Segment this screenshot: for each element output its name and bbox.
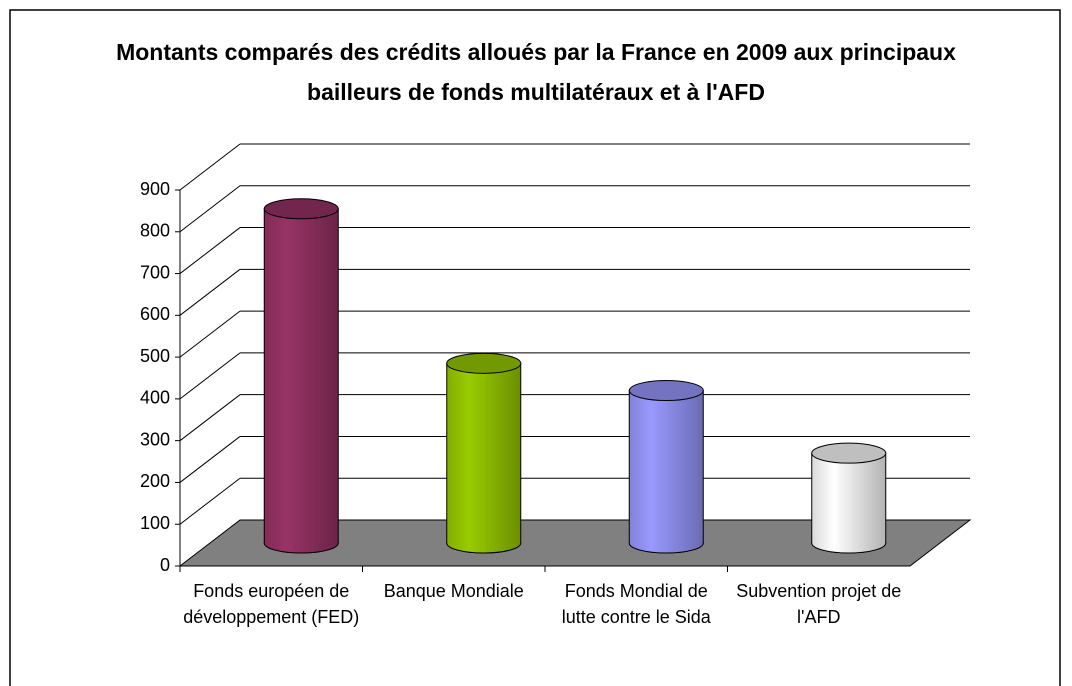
grid-line bbox=[179, 185, 241, 233]
grid-line bbox=[179, 268, 241, 316]
bar bbox=[628, 390, 704, 554]
y-tick-label: 500 bbox=[140, 346, 170, 366]
grid-line bbox=[179, 352, 241, 400]
x-tick-label: Fonds Mondial de lutte contre le Sida bbox=[561, 581, 711, 627]
y-tick-label: 800 bbox=[140, 221, 170, 241]
bar-top bbox=[446, 352, 522, 374]
x-tick-label: Fonds européen de développement (FED) bbox=[183, 581, 360, 627]
y-tick-label: 300 bbox=[140, 429, 170, 449]
x-tick-label: Subvention projet de l'AFD bbox=[736, 581, 902, 627]
y-tick-label: 200 bbox=[140, 471, 170, 491]
y-tick-label: 900 bbox=[140, 179, 170, 199]
chart-title: Montants comparés des crédits alloués pa… bbox=[116, 39, 956, 105]
bar-top bbox=[263, 198, 339, 220]
bar bbox=[811, 452, 887, 554]
grid-line bbox=[179, 143, 241, 191]
grid-line bbox=[179, 394, 241, 442]
bar bbox=[446, 362, 522, 554]
bar-top bbox=[628, 380, 704, 402]
bar bbox=[263, 208, 339, 554]
x-tick-label: Banque Mondiale bbox=[383, 581, 524, 601]
grid-line bbox=[179, 227, 241, 274]
y-tick-label: 700 bbox=[140, 262, 170, 282]
y-tick-label: 600 bbox=[140, 304, 170, 324]
y-tick-label: 0 bbox=[160, 555, 170, 575]
bar-top bbox=[811, 442, 887, 464]
grid-line bbox=[179, 436, 241, 483]
grid-line bbox=[179, 477, 241, 525]
grid-line bbox=[179, 310, 241, 358]
y-tick-label: 400 bbox=[140, 388, 170, 408]
chart-border bbox=[9, 9, 1061, 686]
y-tick-label: 100 bbox=[140, 513, 170, 533]
